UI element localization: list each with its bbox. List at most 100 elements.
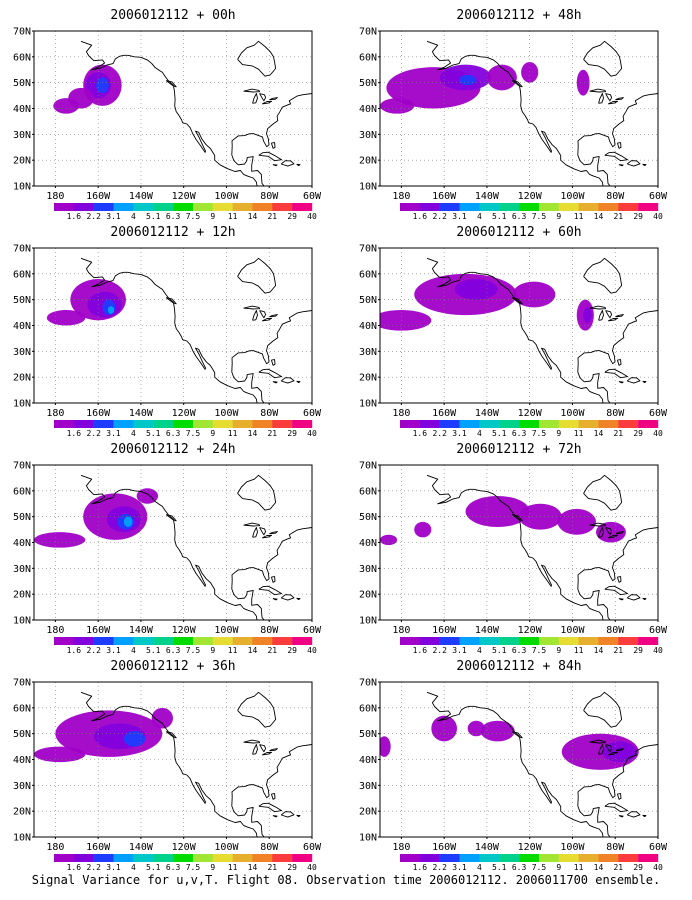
- coastline: [426, 474, 658, 620]
- variance-region: [431, 715, 457, 742]
- variance-region: [96, 77, 109, 93]
- map-panel-5: 2006012112 + 72h 10N 20N 30N 40N 50N 60N 70N 180…: [359, 442, 668, 655]
- colorbar-swatch: [558, 420, 579, 428]
- lon-tick-label: 120W: [518, 408, 543, 419]
- island: [165, 514, 177, 522]
- coastline: [426, 257, 658, 403]
- lat-tick-label: 60N: [359, 52, 377, 63]
- lon-tick-label: 60W: [649, 625, 668, 636]
- panel-title: 2006012112 + 60h: [456, 225, 581, 240]
- colorbar-swatch: [598, 420, 619, 428]
- map-area: [34, 248, 312, 403]
- lon-tick-label: 120W: [518, 842, 543, 853]
- lat-tick-label: 30N: [13, 564, 31, 575]
- figure-caption: Signal Variance for u,v,T. Flight 08. Ob…: [32, 873, 661, 887]
- colorbar-label: 3.1: [452, 646, 467, 655]
- panel-title: 2006012112 + 00h: [110, 8, 235, 23]
- colorbar-label: 21: [267, 646, 277, 655]
- colorbar-swatch: [133, 203, 154, 211]
- great-lake: [262, 100, 273, 105]
- colorbar-swatch: [638, 637, 659, 645]
- colorbar-swatch: [292, 854, 313, 862]
- colorbar-swatch: [153, 203, 174, 211]
- great-lake: [589, 739, 607, 744]
- great-lake: [243, 739, 261, 744]
- variance-region: [480, 720, 515, 742]
- island: [642, 380, 647, 384]
- island: [258, 802, 283, 813]
- island: [604, 368, 629, 379]
- colorbar-swatch: [73, 203, 94, 211]
- colorbar-swatch: [638, 420, 659, 428]
- variance-region: [454, 279, 498, 300]
- colorbar-label: 14: [248, 212, 258, 221]
- colorbar-swatch: [598, 203, 619, 211]
- colorbar-swatch: [578, 854, 599, 862]
- variance-region: [380, 98, 415, 114]
- colorbar-label: 4: [477, 212, 482, 221]
- colorbar-label: 2.2: [432, 212, 447, 221]
- lat-tick-label: 50N: [359, 512, 377, 523]
- variance-region: [123, 516, 133, 527]
- island: [642, 814, 647, 818]
- map-panel-1: 2006012112 + 48h 10N 20N 30N 40N 50N 60N 70N 180…: [359, 8, 668, 221]
- great-lake: [615, 97, 624, 101]
- great-lake: [598, 310, 604, 321]
- lat-tick-label: 60N: [13, 52, 31, 63]
- colorbar-label: 6.3: [512, 212, 527, 221]
- great-lake: [605, 744, 613, 753]
- lon-tick-label: 180: [46, 625, 64, 636]
- great-lake: [259, 93, 267, 102]
- great-lake: [259, 310, 267, 319]
- colorbar-swatch: [272, 854, 293, 862]
- colorbar-swatch: [618, 637, 639, 645]
- colorbar-label: 40: [653, 429, 663, 438]
- island: [165, 731, 177, 739]
- colorbar-swatch: [73, 420, 94, 428]
- variance-region: [414, 521, 432, 538]
- colorbar-swatch: [212, 637, 233, 645]
- island: [270, 576, 276, 583]
- great-lake: [589, 522, 607, 527]
- map-panel-0: 2006012112 + 00h 10N 20N 30N 40N 50N 60N 70N 180…: [13, 8, 322, 221]
- colorbar-label: 40: [307, 646, 317, 655]
- colorbar-swatch: [192, 203, 213, 211]
- lon-tick-label: 120W: [172, 625, 197, 636]
- variance-region: [576, 69, 590, 96]
- colorbar-label: 6.3: [512, 429, 527, 438]
- colorbar-swatch: [419, 637, 440, 645]
- colorbar-swatch: [439, 420, 460, 428]
- colorbar-swatch: [519, 203, 540, 211]
- colorbar-swatch: [479, 420, 500, 428]
- lat-tick-label: 20N: [359, 373, 377, 384]
- island: [511, 731, 523, 739]
- variance-region: [583, 307, 592, 323]
- great-lake: [589, 88, 607, 93]
- colorbar-swatch: [93, 637, 114, 645]
- lat-tick-label: 40N: [13, 755, 31, 766]
- lat-tick-label: 30N: [359, 130, 377, 141]
- great-lake: [252, 744, 258, 755]
- colorbar-label: 21: [613, 646, 623, 655]
- colorbar-label: 7.5: [532, 212, 547, 221]
- island: [604, 585, 629, 596]
- lon-tick-label: 80W: [260, 408, 279, 419]
- colorbar-swatch: [113, 203, 134, 211]
- great-lake: [252, 310, 258, 321]
- great-lake: [605, 93, 613, 102]
- great-lake: [608, 100, 619, 105]
- colorbar-swatch: [598, 637, 619, 645]
- colorbar-label: 3.1: [106, 429, 121, 438]
- colorbar-label: 1.6: [67, 429, 82, 438]
- island: [511, 297, 523, 305]
- great-lake: [598, 93, 604, 104]
- colorbar-label: 9: [210, 429, 215, 438]
- colorbar-label: 5.1: [146, 212, 161, 221]
- colorbar-label: 7.5: [532, 863, 547, 872]
- lon-tick-label: 120W: [172, 191, 197, 202]
- colorbar-label: 5.1: [146, 863, 161, 872]
- lon-tick-label: 80W: [606, 842, 625, 853]
- colorbar-swatch: [292, 420, 313, 428]
- colorbar-label: 9: [210, 212, 215, 221]
- colorbar-label: 6.3: [512, 646, 527, 655]
